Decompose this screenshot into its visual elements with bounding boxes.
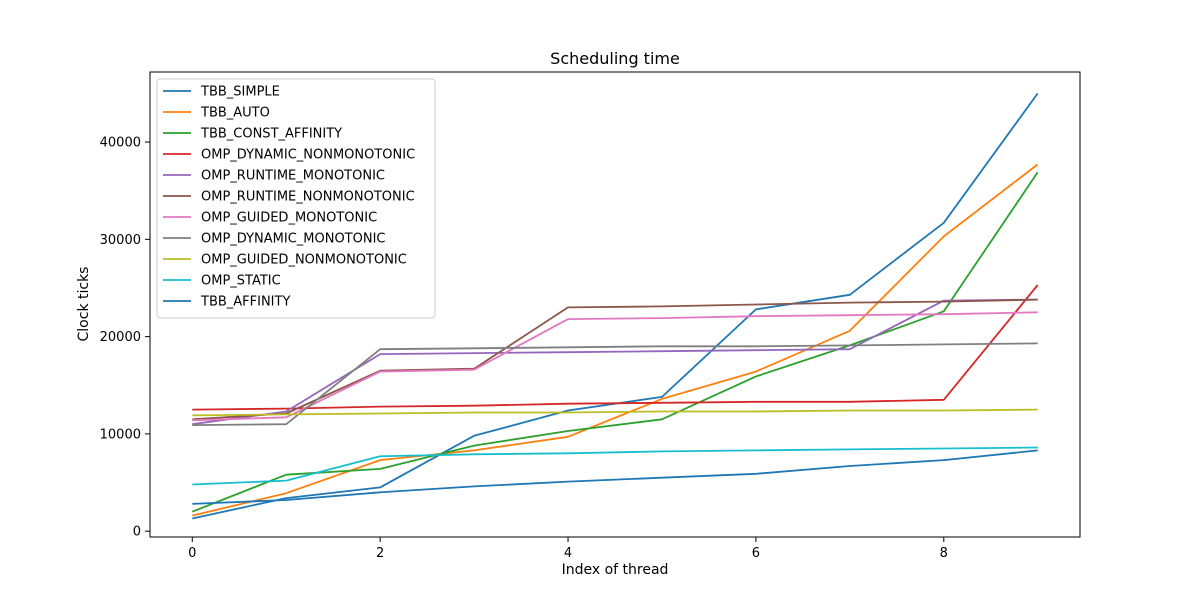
series-layer <box>191 92 1039 520</box>
legend-label-10: TBB_AFFINITY <box>200 295 290 310</box>
y-tick-label-2: 20000 <box>100 330 141 345</box>
series-line-7 <box>192 342 1038 426</box>
legend-label-5: OMP_RUNTIME_NONMONOTONIC <box>201 190 415 205</box>
legend-box <box>156 78 436 319</box>
legend-label-3: OMP_DYNAMIC_NONMONOTONIC <box>201 148 415 163</box>
series-line-8 <box>192 408 1038 417</box>
legend-label-1: TBB_AUTO <box>200 106 270 121</box>
series-line-2 <box>191 171 1039 513</box>
series-line-1 <box>192 163 1039 517</box>
x-axis: 0 2 4 6 8 <box>188 537 948 561</box>
legend-label-6: OMP_GUIDED_MONOTONIC <box>201 211 377 226</box>
plot-frame <box>149 71 1081 538</box>
y-tick-label-0: 0 <box>133 525 141 540</box>
y-tick-label-3: 30000 <box>100 233 141 248</box>
legend-label-0: TBB_SIMPLE <box>200 85 280 100</box>
y-axis-label: Clock ticks <box>76 267 92 342</box>
series-line-9 <box>192 446 1038 486</box>
legend-label-8: OMP_GUIDED_NONMONOTONIC <box>201 253 407 268</box>
legend: TBB_SIMPLE TBB_AUTO TBB_CONST_AFFINITY OMP_… <box>156 78 436 319</box>
x-tick-label-3: 6 <box>752 546 760 561</box>
series-line-4 <box>192 298 1038 426</box>
legend-label-9: OMP_STATIC <box>201 274 281 289</box>
x-axis-label: Index of thread <box>562 562 669 578</box>
x-tick-label-4: 8 <box>940 546 948 561</box>
series-line-5 <box>192 298 1038 421</box>
legend-label-4: OMP_RUNTIME_MONOTONIC <box>201 169 385 184</box>
series-line-3 <box>192 284 1039 411</box>
y-axis: 0 10000 20000 30000 40000 <box>100 136 150 540</box>
x-tick-label-2: 4 <box>564 546 572 561</box>
series-line-10 <box>192 449 1038 505</box>
x-tick-label-1: 2 <box>376 546 384 561</box>
legend-label-7: OMP_DYNAMIC_MONOTONIC <box>201 232 386 247</box>
y-tick-label-4: 40000 <box>100 136 141 151</box>
y-tick-label-1: 10000 <box>100 427 141 442</box>
x-tick-label-0: 0 <box>188 546 196 561</box>
legend-label-2: TBB_CONST_AFFINITY <box>200 127 342 142</box>
series-line-6 <box>192 311 1038 422</box>
chart-title: Scheduling time <box>550 49 680 68</box>
